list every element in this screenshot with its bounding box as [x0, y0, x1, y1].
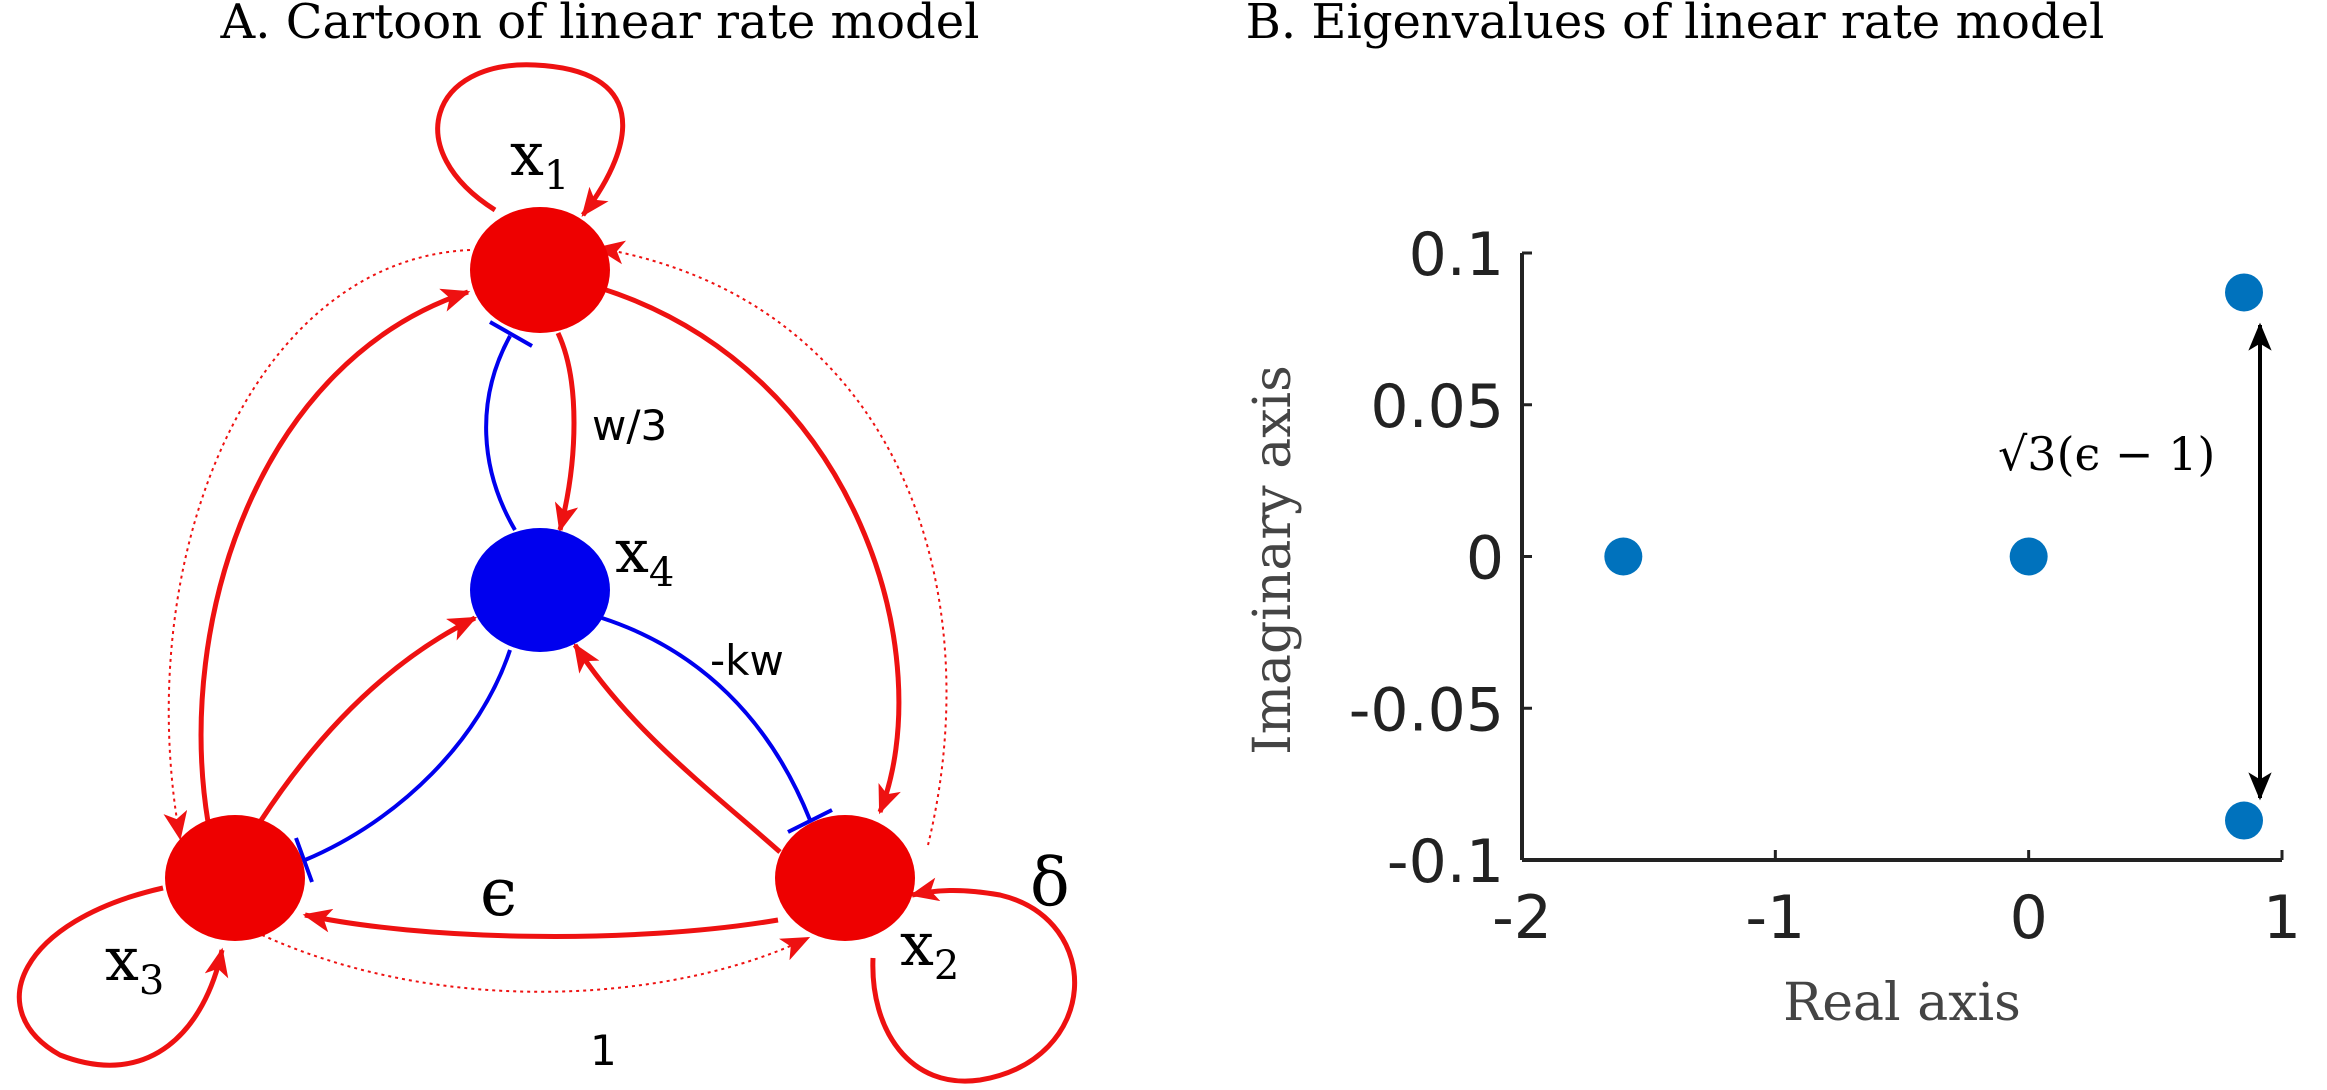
x-tick-label: -2 [1492, 883, 1552, 953]
edge-x4-x2 [601, 616, 812, 821]
label-delta: δ [1030, 844, 1070, 921]
dotted-edge-x1-x3 [163, 249, 471, 841]
edge-x2-x4 [572, 642, 782, 854]
y-tick-label: 0.1 [1409, 220, 1504, 290]
label-epsilon: ϵ [480, 854, 517, 931]
inhibitory-edges [294, 320, 833, 883]
edge-x3-x1 [198, 288, 471, 823]
y-tick-label: -0.1 [1387, 827, 1504, 897]
edge-x2-x3 [302, 908, 779, 939]
data-points [1604, 273, 2263, 840]
self-loop-x3 [17, 885, 229, 1068]
panel-b: B. Eigenvalues of linear rate model 0.10… [1243, 0, 2301, 1033]
label-w3: w/3 [592, 401, 667, 450]
y-ticks: 0.1 0.05 0 -0.05 -0.1 [1349, 220, 1532, 897]
node-x1 [470, 207, 610, 333]
eigenvalue-point [1604, 537, 1643, 576]
edge-x1-x4 [554, 331, 579, 533]
eigenvalue-point [2009, 537, 2048, 576]
dotted-edge-x2-x1 [595, 240, 948, 846]
edge-x4-x1 [484, 335, 517, 532]
edge-x4-x1-bar [489, 320, 533, 348]
edge-x3-x4 [257, 615, 478, 824]
label-one: 1 [590, 1026, 617, 1075]
label-x3: x3 [105, 925, 164, 1004]
node-x4 [470, 528, 610, 652]
x-tick-label: 1 [2263, 883, 2301, 953]
x-tick-label: 0 [2010, 883, 2048, 953]
label-x4: x4 [615, 517, 674, 596]
y-axis-title: Imaginary axis [1243, 365, 1303, 755]
x-ticks: -2 -1 0 1 [1492, 850, 2301, 953]
label-x2: x2 [900, 910, 959, 989]
label-x1: x1 [510, 120, 569, 199]
x-axis-title: Real axis [1783, 973, 2021, 1033]
panel-a-title: A. Cartoon of linear rate model [220, 0, 980, 50]
y-tick-label: 0 [1466, 524, 1504, 594]
excitatory-edges [17, 62, 1077, 1084]
edge-x4-x3-bar [294, 837, 314, 883]
node-x3 [165, 815, 305, 941]
annotation-bg [1995, 415, 2245, 485]
x-tick-label: -1 [1745, 883, 1805, 953]
label-kw: -kw [710, 636, 784, 685]
y-tick-label: 0.05 [1370, 372, 1504, 442]
self-loop-x2 [870, 877, 1077, 1084]
dotted-edge-x3-x2 [261, 934, 811, 993]
edge-x1-x2 [599, 285, 902, 815]
dotted-edges [163, 240, 948, 993]
node-x2 [775, 815, 915, 941]
eigenvalue-chart: 0.1 0.05 0 -0.05 -0.1 -2 -1 0 1 Real axis Imagi… [1243, 220, 2301, 1033]
y-tick-label: -0.05 [1349, 675, 1504, 745]
panel-b-title: B. Eigenvalues of linear rate model [1246, 0, 2105, 50]
edge-x4-x2-bar [787, 808, 833, 834]
eigenvalue-point [2225, 273, 2263, 312]
panel-a: A. Cartoon of linear rate model [17, 0, 1077, 1084]
eigen-gap-annotation: √3(ϵ − 1) [1998, 427, 2215, 481]
self-loop-x1 [435, 62, 626, 217]
eigenvalue-point [2225, 801, 2263, 840]
edge-x4-x3 [304, 649, 512, 862]
